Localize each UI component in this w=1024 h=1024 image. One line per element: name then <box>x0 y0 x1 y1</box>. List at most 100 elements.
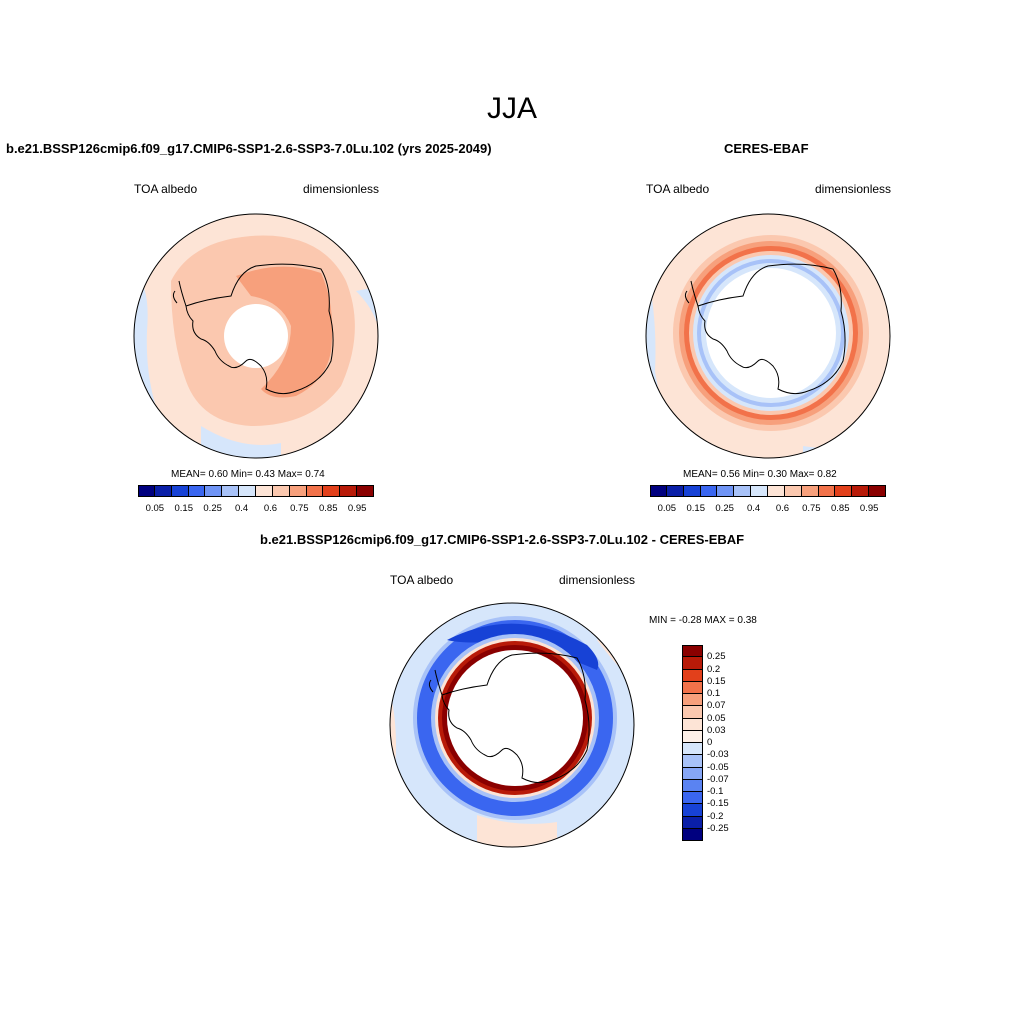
obs-polar-map <box>645 213 891 459</box>
diff-units-label: dimensionless <box>559 573 636 587</box>
diff-colorbar-swatch <box>682 828 703 841</box>
obs-colorbar-swatch <box>734 485 752 497</box>
diff-min-value: -0.28 <box>678 615 702 626</box>
obs-missing-data-area <box>706 268 836 398</box>
obs-max-value: 0.82 <box>817 469 837 480</box>
obs-antarctic-peninsula <box>684 280 699 307</box>
obs-antarctica-coastline <box>697 263 846 395</box>
obs-colorbar-swatch <box>784 485 802 497</box>
diff-colorbar-tick-label: -0.25 <box>707 822 729 834</box>
diff-antarctic-peninsula <box>428 669 443 696</box>
model-high-albedo-zone <box>236 266 333 398</box>
obs-map-border <box>645 213 891 459</box>
diff-colorbar-tick-label: 0.15 <box>707 675 726 687</box>
model-colorbar-tick-label: 0.15 <box>174 503 194 514</box>
model-antarctica-coastline <box>185 263 334 395</box>
diff-colorbar-swatch <box>682 645 703 658</box>
diff-map-border <box>389 602 635 848</box>
obs-colorbar-swatch <box>801 485 819 497</box>
diff-colorbar-tick-label: 0 <box>707 737 713 748</box>
diff-colorbar-ticks: 0.25 0.2 0.15 0.1 0.07 0.05 0.03 0 -0.03 -0.05 -0.… <box>707 645 747 841</box>
model-colorbar-swatch <box>323 485 341 497</box>
obs-min-label: Min= <box>742 469 765 480</box>
model-mean-label: MEAN= <box>171 469 206 480</box>
obs-colorbar-tick-label: 0.75 <box>802 503 821 514</box>
model-colorbar-tick-label: 0.4 <box>234 503 249 514</box>
model-panel-title: b.e21.BSSP126cmip6.f09_g17.CMIP6-SSP1-2.… <box>6 141 492 156</box>
diff-colorbar-swatch <box>682 694 703 707</box>
obs-colorbar-swatch <box>869 485 886 497</box>
model-min-value: 0.43 <box>255 469 275 480</box>
diff-colorbar-tick-label: -0.05 <box>707 761 729 773</box>
diff-colorbar-tick-label: 0.07 <box>707 700 726 712</box>
diff-colorbar-swatch <box>682 767 703 780</box>
diff-colorbar-swatch <box>682 804 703 817</box>
obs-colorbar-tick-label: 0.25 <box>715 503 734 514</box>
diff-antarctica-coastline <box>441 652 590 784</box>
obs-colorbar-swatch <box>818 485 836 497</box>
diff-colorbar-tick-label: -0.1 <box>707 786 724 797</box>
obs-colorbar-swatch <box>852 485 870 497</box>
diff-colorbar-tick-label: -0.2 <box>707 810 724 822</box>
diff-strong-negative-arc <box>447 623 599 670</box>
model-max-value: 0.74 <box>305 469 325 480</box>
model-colorbar-swatch <box>188 485 206 497</box>
diff-colorbar-tick-label: 0.1 <box>707 688 721 699</box>
model-colorbar-swatch <box>256 485 273 497</box>
obs-colorbar-swatch <box>768 485 785 497</box>
obs-colorbar-tick-label: 0.85 <box>830 503 850 514</box>
model-colorbar-tick-label: 0.75 <box>290 503 309 514</box>
obs-colorbar-swatch <box>683 485 701 497</box>
diff-colorbar-tick-label: -0.15 <box>707 798 729 810</box>
diff-colorbar-swatch <box>682 816 703 829</box>
model-colorbar-swatch <box>138 485 155 497</box>
obs-colorbar-tick-label: 0.95 <box>859 503 879 514</box>
model-colorbar-swatch <box>205 485 223 497</box>
model-colorbar-swatch <box>357 485 374 497</box>
diff-colorbar-swatch <box>682 779 703 792</box>
diff-colorbar-swatch <box>682 743 703 756</box>
model-colorbar-tick-label: 0.95 <box>347 503 367 514</box>
model-units-label: dimensionless <box>303 182 380 196</box>
obs-colorbar-tick-label: 0.6 <box>775 503 790 514</box>
diff-colorbar <box>682 645 703 841</box>
obs-colorbar-swatch <box>717 485 735 497</box>
model-colorbar-swatch <box>171 485 189 497</box>
model-colorbar-tick-label: 0.25 <box>203 503 222 514</box>
model-colorbar-tick-label: 0.85 <box>318 503 338 514</box>
diff-colorbar-tick-label: 0.2 <box>707 663 721 675</box>
model-low-albedo-patch-south <box>201 426 281 458</box>
diff-variable-label: TOA albedo <box>390 573 454 587</box>
season-title: JJA <box>486 92 537 125</box>
diff-colorbar-swatch <box>682 730 703 743</box>
diff-min-label: MIN = <box>649 615 676 626</box>
obs-colorbar-ticks: 0.05 0.15 0.25 0.4 0.6 0.75 0.85 0.95 <box>650 503 886 515</box>
model-colorbar-swatch <box>154 485 172 497</box>
diff-colorbar-tick-label: -0.07 <box>707 773 729 785</box>
model-colorbar-swatch <box>306 485 324 497</box>
diff-colorbar-tick-label: -0.03 <box>707 749 729 761</box>
model-variable-label: TOA albedo <box>134 182 198 196</box>
obs-panel-title: CERES-EBAF <box>724 141 809 156</box>
diff-positive-patch-south <box>477 815 557 847</box>
obs-colorbar-tick-label: 0.05 <box>657 503 677 514</box>
diff-colorbar-swatch <box>682 755 703 768</box>
model-stats: MEAN= 0.60 Min= 0.43 Max= 0.74 <box>171 469 325 480</box>
diff-stats: MIN = -0.28 MAX = 0.38 <box>649 615 757 626</box>
model-antarctic-peninsula <box>172 280 187 307</box>
obs-stats: MEAN= 0.56 Min= 0.30 Max= 0.82 <box>683 469 837 480</box>
diff-colorbar-swatch <box>682 718 703 731</box>
obs-units-label: dimensionless <box>815 182 892 196</box>
obs-colorbar-swatch <box>835 485 853 497</box>
diff-colorbar-swatch <box>682 657 703 670</box>
obs-min-value: 0.30 <box>767 469 787 480</box>
obs-variable-label: TOA albedo <box>646 182 710 196</box>
model-colorbar-swatch <box>222 485 240 497</box>
diff-colorbar-swatch <box>682 792 703 805</box>
model-colorbar-ticks: 0.05 0.15 0.25 0.4 0.6 0.75 0.85 0.95 <box>138 503 374 515</box>
model-colorbar-tick-label: 0.6 <box>263 503 278 514</box>
obs-colorbar-swatch <box>650 485 667 497</box>
model-colorbar <box>138 485 374 497</box>
diff-max-value: 0.38 <box>737 615 757 626</box>
diff-colorbar-swatch <box>682 681 703 694</box>
